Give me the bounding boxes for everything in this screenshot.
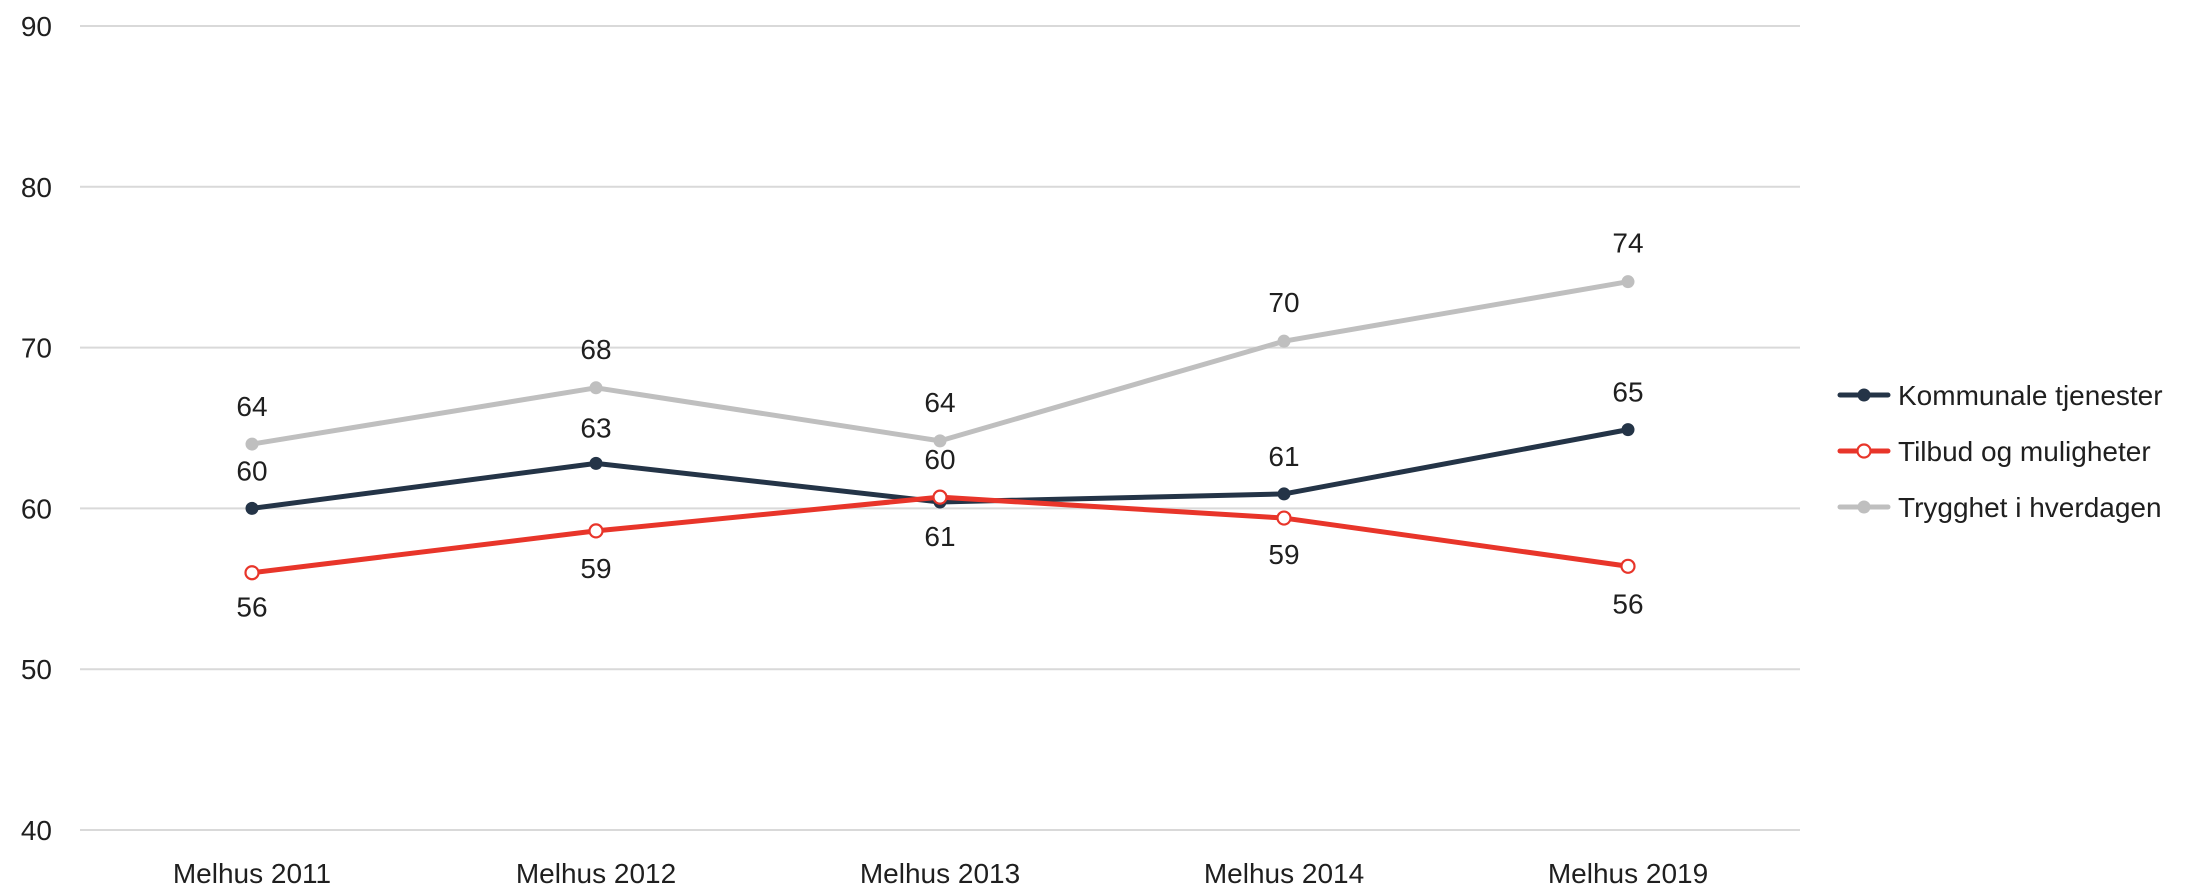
trygghet-i-hverdagen-legend-marker [1857,500,1871,514]
tilbud-og-muligheter-data-label: 59 [580,553,611,584]
y-tick-label: 90 [21,11,52,42]
tilbud-og-muligheter-data-label: 59 [1268,539,1299,570]
tilbud-og-muligheter-point [1276,510,1292,526]
x-tick-label: Melhus 2014 [1204,858,1364,887]
kommunale-tjenester-data-label: 63 [580,412,611,443]
kommunale-tjenester-point [245,501,259,515]
trygghet-i-hverdagen-point [1621,275,1635,289]
trygghet-i-hverdagen-data-label: 68 [580,334,611,365]
trygghet-i-hverdagen-series-line [249,279,1631,447]
y-tick-label: 50 [21,654,52,685]
tilbud-og-muligheter-point [244,565,260,581]
x-tick-label: Melhus 2011 [173,858,331,887]
tilbud-og-muligheter-point [1620,558,1636,574]
tilbud-og-muligheter-point [932,489,948,505]
trygghet-i-hverdagen-data-label: 74 [1612,228,1643,259]
kommunale-tjenester-legend-marker [1857,388,1871,402]
y-tick-label: 70 [21,333,52,364]
kommunale-tjenester-data-label: 61 [1268,441,1299,472]
trygghet-i-hverdagen-data-label: 64 [236,391,267,422]
x-tick-label: Melhus 2019 [1548,858,1708,887]
kommunale-tjenester-point [1277,487,1291,501]
series-layer [244,275,1636,581]
axis-layer: 40 50 60 70 80 90 Melhus 2011 Melhus 2012 Melhus… [21,11,1708,887]
kommunale-tjenester-legend-label: Kommunale tjenester [1898,380,2163,411]
trygghet-i-hverdagen-point [1277,334,1291,348]
kommunale-tjenester-data-label: 61 [924,521,955,552]
tilbud-og-muligheter-data-label: 60 [924,444,955,475]
trygghet-i-hverdagen-point [933,434,947,448]
kommunale-tjenester-point [589,456,603,470]
kommunale-tjenester-point [1621,423,1635,437]
trygghet-i-hverdagen-point [589,381,603,395]
tilbud-og-muligheter-data-label: 56 [1612,588,1643,619]
tilbud-og-muligheter-legend-label: Tilbud og muligheter [1898,436,2151,467]
legend: Kommunale tjenester Tilbud og muligheter T… [1837,380,2163,523]
data-label-layer: 60 63 61 61 65 56 59 60 59 56 64 68 64 70 74 [236,228,1643,623]
trygghet-i-hverdagen-data-label: 70 [1268,287,1299,318]
tilbud-og-muligheter-point [588,523,604,539]
y-tick-label: 60 [21,493,52,524]
trygghet-i-hverdagen-point [245,437,259,451]
kommunale-tjenester-data-label: 60 [236,455,267,486]
tilbud-og-muligheter-data-label: 56 [236,592,267,623]
x-tick-label: Melhus 2013 [860,858,1020,887]
y-tick-label: 80 [21,172,52,203]
y-tick-label: 40 [21,815,52,846]
tilbud-og-muligheter-legend-marker [1856,443,1872,459]
kommunale-tjenester-data-label: 65 [1612,377,1643,408]
x-tick-label: Melhus 2012 [516,858,676,887]
trygghet-i-hverdagen-data-label: 64 [924,387,955,418]
trygghet-i-hverdagen-legend-label: Trygghet i hverdagen [1898,492,2162,523]
